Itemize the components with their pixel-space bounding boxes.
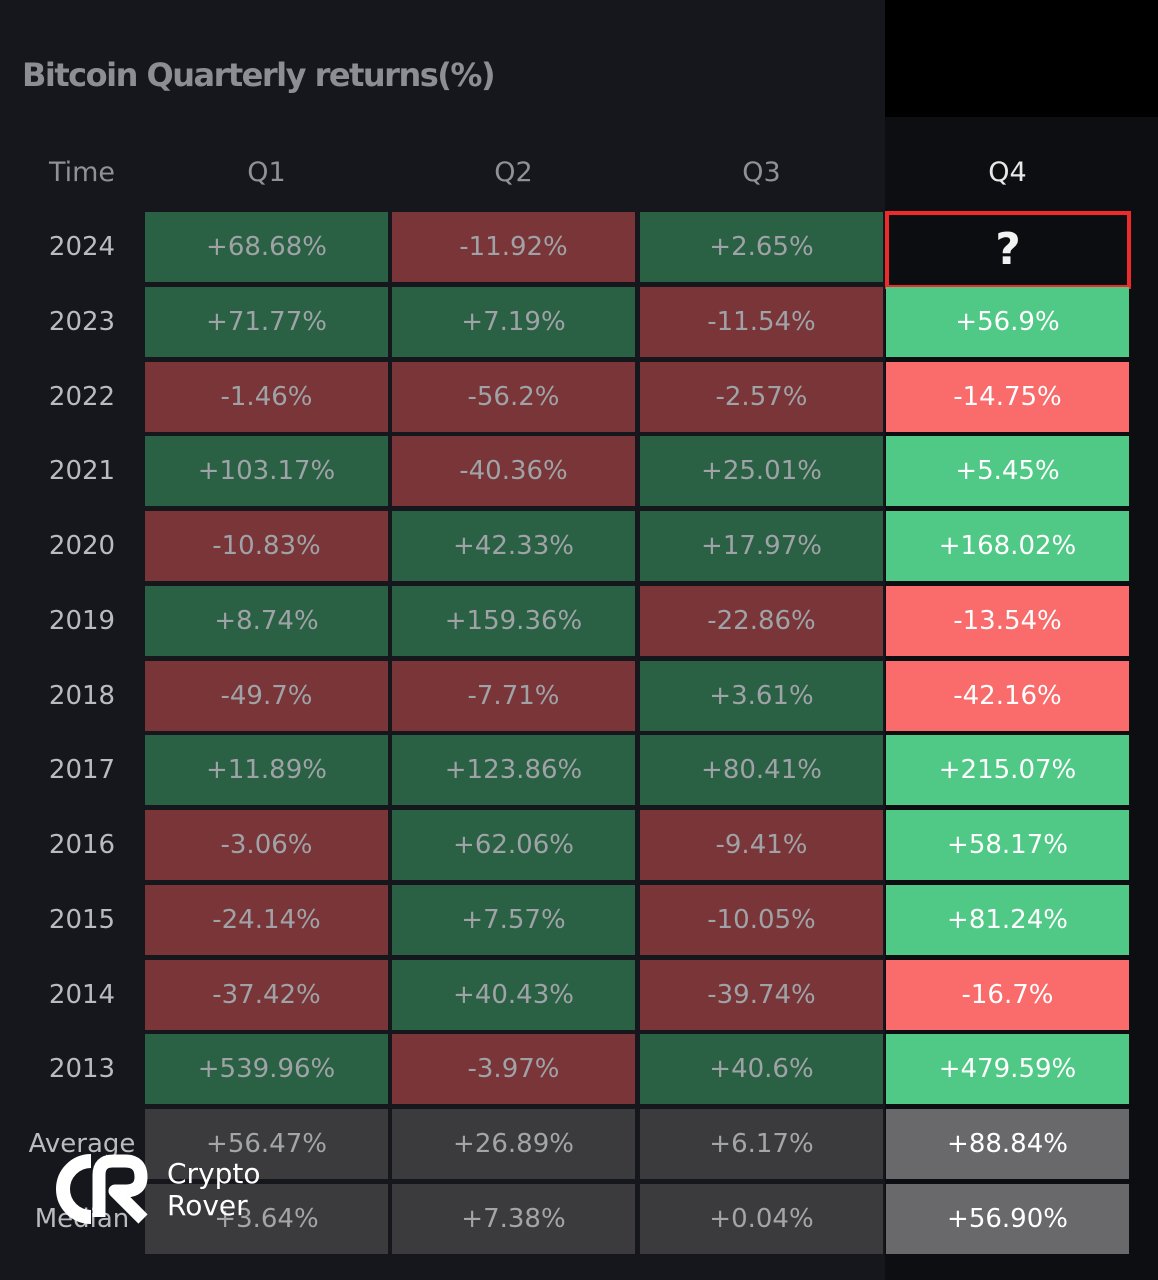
- cell-2014-q2: +40.43%: [392, 960, 635, 1030]
- cell-2013-q4: +479.59%: [886, 1034, 1129, 1104]
- cell-2013-q2: -3.97%: [392, 1034, 635, 1104]
- cell-2020-q1: -10.83%: [145, 511, 388, 581]
- cell-median-q3: +0.04%: [640, 1184, 883, 1254]
- cell-2018-q4: -42.16%: [886, 661, 1129, 731]
- cell-2022-q1: -1.46%: [145, 362, 388, 432]
- q4-2024-unknown-cell: ?: [885, 211, 1131, 289]
- cell-2016-q3: -9.41%: [640, 810, 883, 880]
- cell-2021-q1: +103.17%: [145, 436, 388, 506]
- cell-2016-q2: +62.06%: [392, 810, 635, 880]
- row-label-2016: 2016: [48, 830, 116, 860]
- cell-2024-q2: -11.92%: [392, 212, 635, 282]
- watermark-rover: Rover: [167, 1189, 248, 1222]
- row-label-2018: 2018: [48, 681, 116, 711]
- cell-2023-q3: -11.54%: [640, 287, 883, 357]
- cell-2024-q1: +68.68%: [145, 212, 388, 282]
- crypto-rover-logo-icon: [56, 1154, 148, 1224]
- cell-2020-q2: +42.33%: [392, 511, 635, 581]
- cell-2019-q3: -22.86%: [640, 586, 883, 656]
- cell-2018-q2: -7.71%: [392, 661, 635, 731]
- cell-2019-q1: +8.74%: [145, 586, 388, 656]
- cell-average-q3: +6.17%: [640, 1109, 883, 1179]
- cell-2018-q3: +3.61%: [640, 661, 883, 731]
- row-label-2023: 2023: [48, 307, 116, 337]
- cell-median-q4: +56.90%: [886, 1184, 1129, 1254]
- cell-average-q4: +88.84%: [886, 1109, 1129, 1179]
- cell-2013-q3: +40.6%: [640, 1034, 883, 1104]
- cell-2017-q3: +80.41%: [640, 735, 883, 805]
- cell-average-q2: +26.89%: [392, 1109, 635, 1179]
- row-label-2020: 2020: [48, 531, 116, 561]
- header-q2: Q2: [494, 157, 533, 188]
- cell-2022-q3: -2.57%: [640, 362, 883, 432]
- cell-2022-q4: -14.75%: [886, 362, 1129, 432]
- cell-2015-q2: +7.57%: [392, 885, 635, 955]
- cell-2017-q4: +215.07%: [886, 735, 1129, 805]
- cell-2024-q3: +2.65%: [640, 212, 883, 282]
- cell-2019-q2: +159.36%: [392, 586, 635, 656]
- header-q3: Q3: [742, 157, 781, 188]
- cell-2023-q2: +7.19%: [392, 287, 635, 357]
- cell-2021-q4: +5.45%: [886, 436, 1129, 506]
- cell-2016-q4: +58.17%: [886, 810, 1129, 880]
- cell-2022-q2: -56.2%: [392, 362, 635, 432]
- cell-average-q1: +56.47%: [145, 1109, 388, 1179]
- cell-2014-q4: -16.7%: [886, 960, 1129, 1030]
- row-label-2021: 2021: [48, 456, 116, 486]
- cell-2017-q1: +11.89%: [145, 735, 388, 805]
- cell-2023-q4: +56.9%: [886, 287, 1129, 357]
- cell-2015-q4: +81.24%: [886, 885, 1129, 955]
- cell-2021-q3: +25.01%: [640, 436, 883, 506]
- row-label-2017: 2017: [48, 755, 116, 785]
- cell-2023-q1: +71.77%: [145, 287, 388, 357]
- row-label-2022: 2022: [48, 382, 116, 412]
- cell-2020-q3: +17.97%: [640, 511, 883, 581]
- row-label-2013: 2013: [48, 1054, 116, 1084]
- cell-2014-q3: -39.74%: [640, 960, 883, 1030]
- cell-2016-q1: -3.06%: [145, 810, 388, 880]
- cell-2021-q2: -40.36%: [392, 436, 635, 506]
- cell-2020-q4: +168.02%: [886, 511, 1129, 581]
- row-label-2019: 2019: [48, 606, 116, 636]
- cell-median-q2: +7.38%: [392, 1184, 635, 1254]
- cell-median-q1: +3.64%: [145, 1184, 388, 1254]
- row-label-2024: 2024: [48, 232, 116, 262]
- chart-title: Bitcoin Quarterly returns(%): [22, 56, 496, 94]
- header-time: Time: [48, 157, 116, 188]
- cell-2019-q4: -13.54%: [886, 586, 1129, 656]
- cell-2014-q1: -37.42%: [145, 960, 388, 1030]
- cell-2015-q1: -24.14%: [145, 885, 388, 955]
- header-q4: Q4: [988, 157, 1027, 188]
- cell-2015-q3: -10.05%: [640, 885, 883, 955]
- header-q1: Q1: [247, 157, 286, 188]
- row-label-average: Average: [28, 1129, 136, 1159]
- cell-2018-q1: -49.7%: [145, 661, 388, 731]
- watermark-crypto: Crypto: [167, 1157, 261, 1190]
- cell-2017-q2: +123.86%: [392, 735, 635, 805]
- row-label-2015: 2015: [48, 905, 116, 935]
- q4-top-band: [885, 0, 1158, 117]
- cell-2013-q1: +539.96%: [145, 1034, 388, 1104]
- row-label-2014: 2014: [48, 980, 116, 1010]
